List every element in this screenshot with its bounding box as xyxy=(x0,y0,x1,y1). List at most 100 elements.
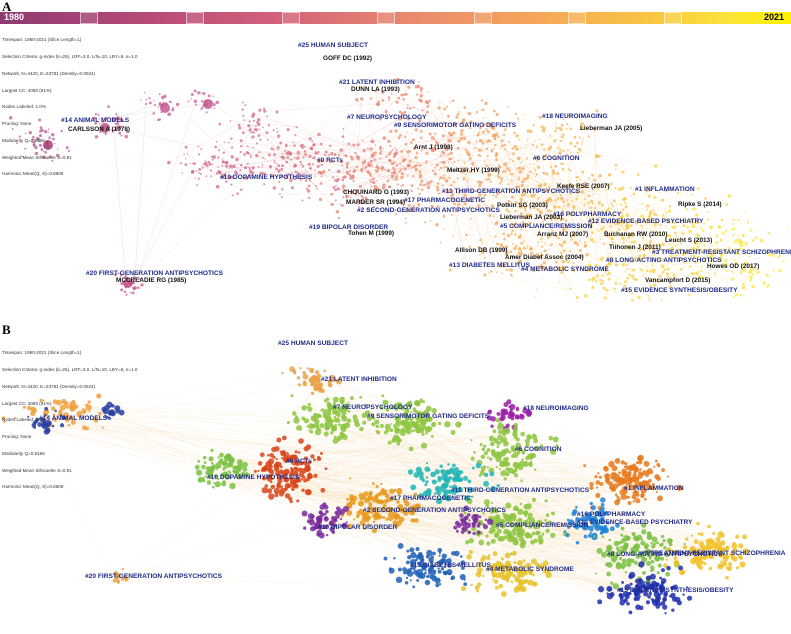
reference-node xyxy=(578,249,582,252)
reference-node xyxy=(388,497,393,502)
citation-link xyxy=(416,474,710,527)
reference-node xyxy=(538,538,544,544)
reference-node xyxy=(508,411,514,417)
reference-node xyxy=(458,193,460,195)
reference-node xyxy=(419,183,423,187)
reference-node xyxy=(434,492,437,495)
citation-link xyxy=(241,145,304,167)
citation-link xyxy=(346,163,401,197)
reference-node xyxy=(345,170,348,173)
reference-node xyxy=(497,132,499,134)
reference-node xyxy=(555,126,559,130)
reference-node xyxy=(324,150,328,154)
reference-node xyxy=(483,273,487,277)
reference-node xyxy=(564,288,567,290)
citation-link xyxy=(353,131,422,146)
reference-node xyxy=(566,199,569,202)
reference-node xyxy=(660,542,664,547)
reference-node xyxy=(281,164,285,168)
citation-link xyxy=(484,274,566,289)
reference-node xyxy=(679,569,686,576)
reference-node xyxy=(310,454,315,459)
reference-node xyxy=(408,420,415,427)
citation-link xyxy=(319,427,417,518)
reference-node xyxy=(691,207,695,211)
citation-link xyxy=(118,580,518,582)
cited-reference-label: CHOUINARD G (1993) xyxy=(343,189,410,196)
reference-node xyxy=(426,575,429,579)
citation-link xyxy=(445,485,610,597)
reference-node xyxy=(690,557,697,565)
reference-node xyxy=(560,196,564,201)
reference-node xyxy=(535,438,538,441)
reference-node xyxy=(627,218,631,223)
reference-node xyxy=(461,566,465,570)
reference-node xyxy=(532,193,536,197)
citation-link xyxy=(504,164,625,231)
reference-node xyxy=(397,438,401,442)
reference-node xyxy=(73,404,79,409)
reference-node xyxy=(548,435,554,441)
reference-node xyxy=(635,278,638,281)
reference-node xyxy=(507,257,510,260)
reference-node xyxy=(532,124,535,127)
reference-node xyxy=(93,417,99,423)
reference-node xyxy=(500,177,504,180)
reference-node xyxy=(413,492,418,497)
reference-node xyxy=(503,440,509,447)
reference-node xyxy=(504,148,507,151)
reference-node xyxy=(364,165,368,169)
reference-node xyxy=(489,471,495,477)
reference-node xyxy=(648,214,652,219)
reference-node xyxy=(587,135,591,138)
citation-link xyxy=(261,98,362,168)
reference-node xyxy=(302,371,307,375)
reference-node xyxy=(341,396,345,400)
reference-node xyxy=(520,193,525,197)
reference-node xyxy=(503,143,506,147)
citation-link xyxy=(494,138,543,279)
reference-node xyxy=(653,465,656,468)
citation-link xyxy=(495,144,519,159)
reference-node xyxy=(304,179,308,182)
cluster-label: #11 THIRD-GENERATION ANTIPSYCHOTICS xyxy=(442,188,581,195)
reference-node xyxy=(509,250,513,254)
reference-node xyxy=(725,575,729,580)
reference-node xyxy=(569,127,573,131)
reference-node xyxy=(453,202,456,206)
cluster-label: #25 HUMAN SUBJECT xyxy=(298,42,368,49)
citation-link xyxy=(211,148,312,177)
reference-node xyxy=(548,209,552,213)
citation-link xyxy=(321,151,402,177)
reference-node xyxy=(496,188,500,193)
reference-node xyxy=(372,520,376,524)
reference-node xyxy=(610,237,613,241)
hub-node xyxy=(100,123,110,133)
reference-node xyxy=(436,205,440,208)
reference-node xyxy=(452,131,456,135)
reference-node xyxy=(522,407,529,414)
reference-node xyxy=(639,589,644,594)
reference-node xyxy=(649,284,652,287)
reference-node xyxy=(458,190,461,194)
reference-node xyxy=(371,413,374,416)
reference-node xyxy=(281,188,284,191)
reference-node xyxy=(532,573,535,577)
citation-link xyxy=(289,459,428,583)
reference-node xyxy=(485,504,489,508)
reference-node xyxy=(477,562,483,568)
reference-node xyxy=(490,149,494,153)
citation-link xyxy=(346,522,534,534)
timeline-slice-marker xyxy=(474,12,492,24)
reference-node xyxy=(156,118,160,122)
reference-node xyxy=(291,177,293,180)
reference-node xyxy=(621,170,625,174)
reference-node xyxy=(221,481,227,487)
reference-node xyxy=(304,488,312,496)
reference-node xyxy=(483,160,486,163)
reference-node xyxy=(278,165,280,168)
reference-node xyxy=(158,101,162,105)
reference-node xyxy=(244,472,250,478)
reference-node xyxy=(505,165,508,167)
reference-node xyxy=(397,542,404,549)
